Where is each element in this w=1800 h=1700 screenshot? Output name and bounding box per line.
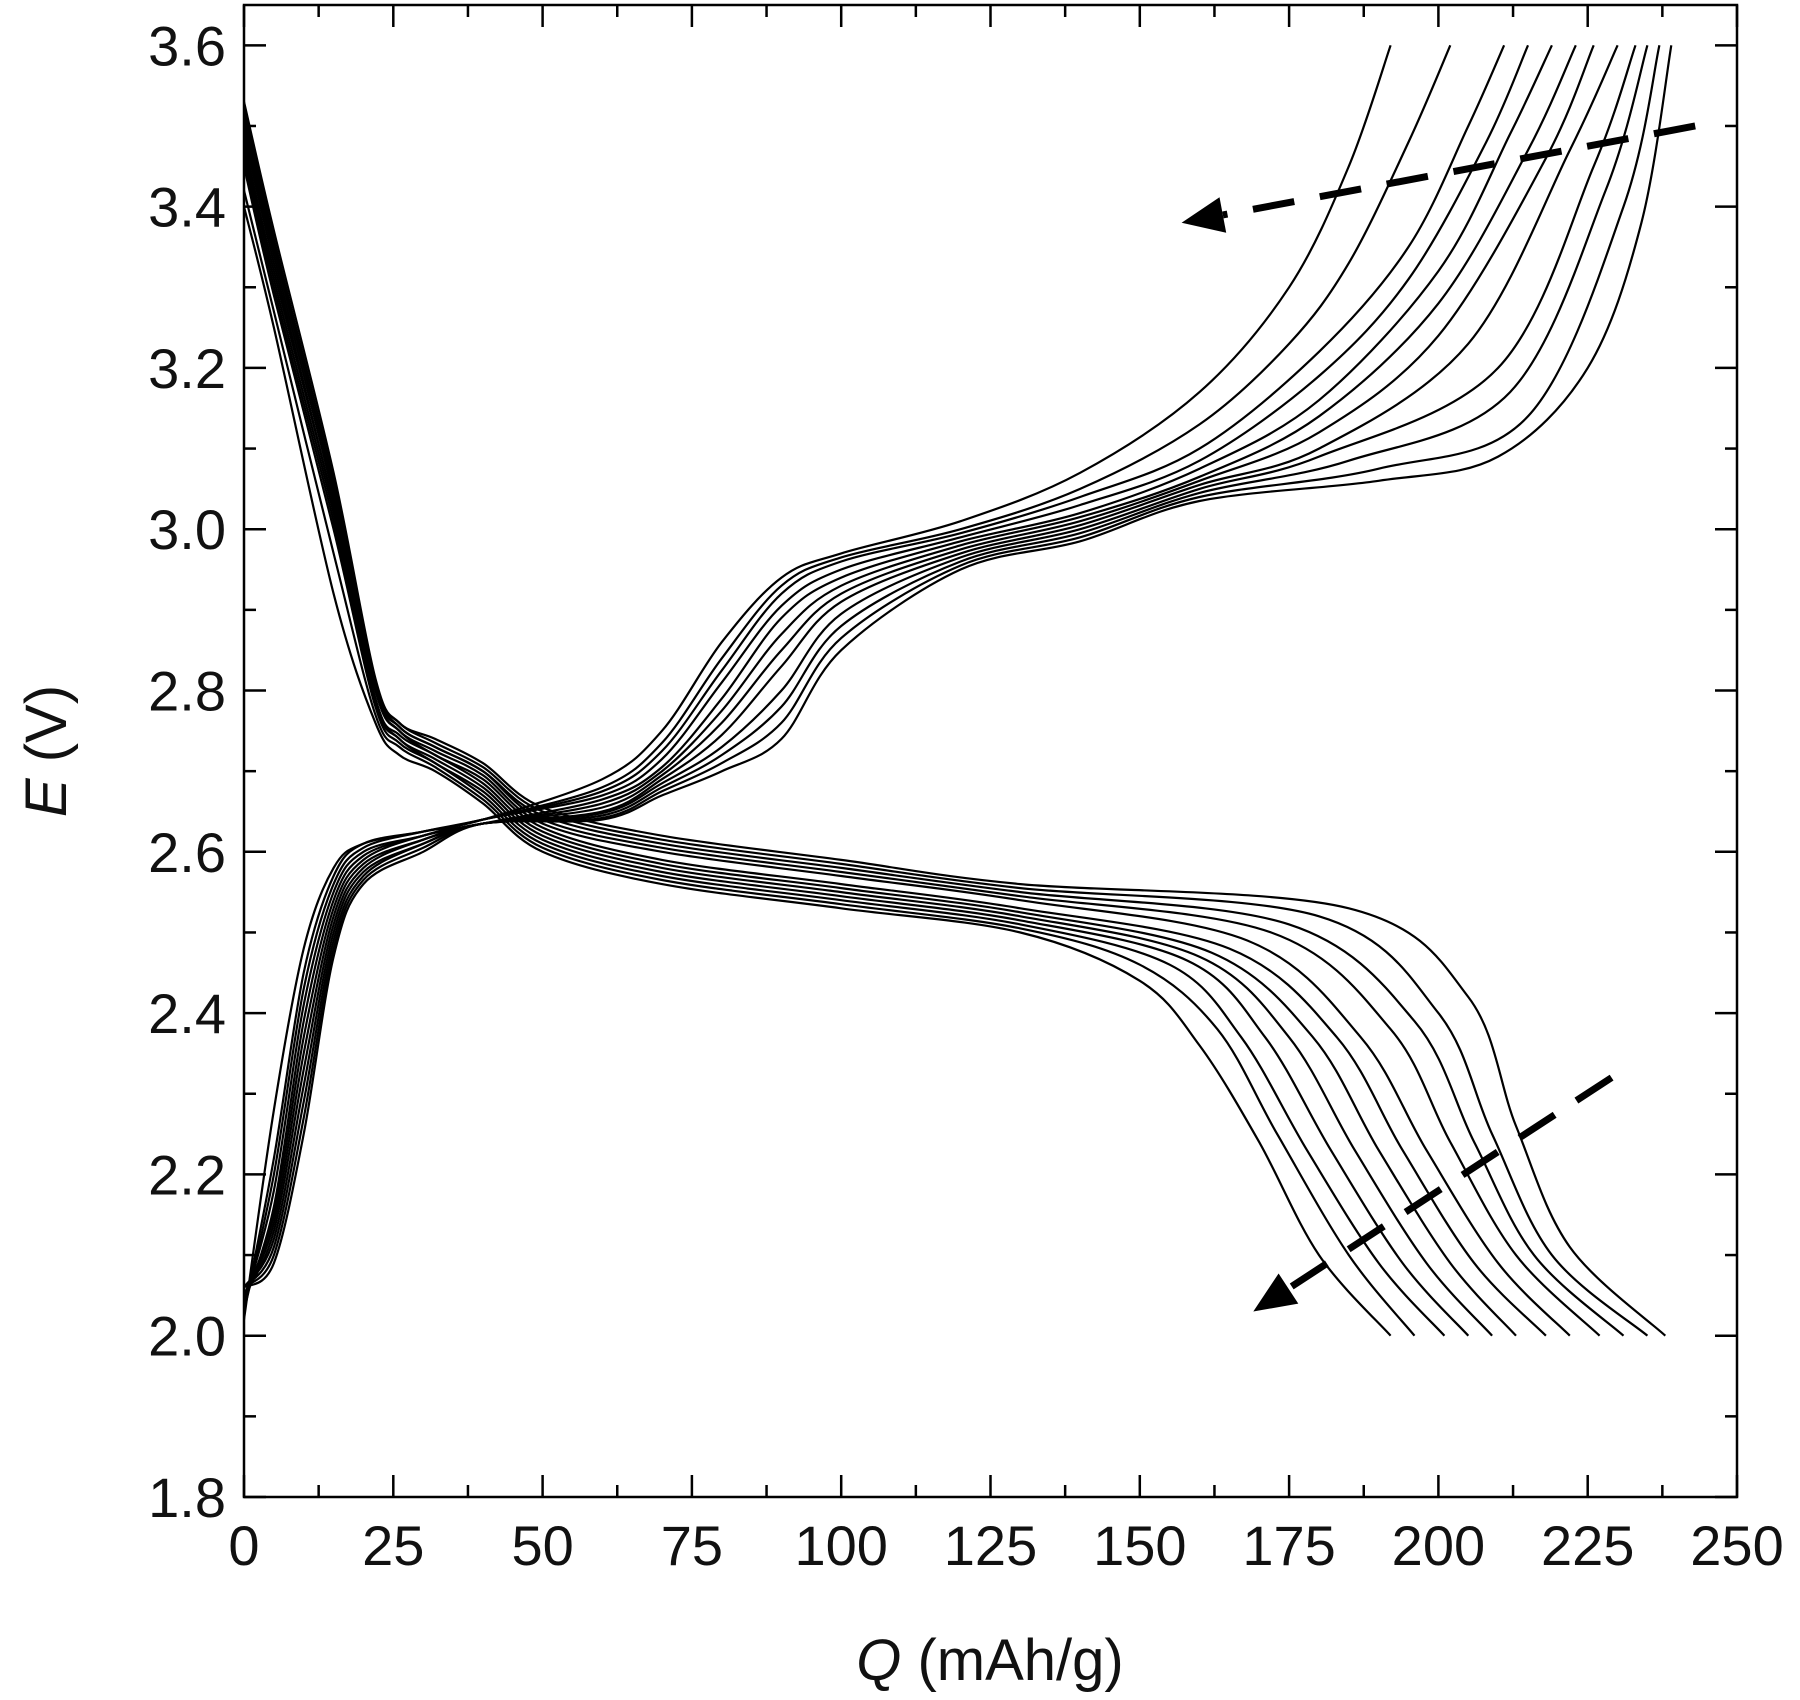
x-tick-labels: 0 25 50 75 100 125 150 175 200 225 250	[228, 1514, 1783, 1577]
x-tick-label: 175	[1242, 1514, 1335, 1577]
y-tick-label: 3.0	[148, 498, 226, 561]
plot-frame	[242, 3, 1739, 1499]
y-tick-label: 2.2	[148, 1143, 226, 1206]
x-tick-label: 250	[1690, 1514, 1783, 1577]
discharge-curve-24	[244, 101, 1667, 1337]
charge-curve-7	[244, 44, 1595, 1296]
y-axis-label: E (V)	[14, 685, 79, 817]
x-tick-label: 0	[228, 1514, 259, 1577]
discharge-curve-23	[244, 109, 1649, 1337]
discharge-curve-14	[244, 190, 1416, 1337]
x-tick-label: 200	[1392, 1514, 1485, 1577]
x-tick-label: 100	[794, 1514, 887, 1577]
charge-curve-2	[244, 44, 1452, 1312]
y-axis-unit: (V)	[14, 685, 79, 778]
y-tick-label: 3.2	[148, 337, 226, 400]
y-tick-label: 3.4	[148, 176, 226, 239]
x-tick-label: 150	[1093, 1514, 1186, 1577]
x-tick-label: 125	[944, 1514, 1037, 1577]
x-tick-label: 225	[1541, 1514, 1634, 1577]
discharge-curve-13	[244, 206, 1392, 1337]
x-tick-label: 75	[661, 1514, 723, 1577]
discharge-curve-17	[244, 149, 1493, 1337]
charge-curve-4	[244, 44, 1530, 1304]
axis-ticks	[242, 5, 1739, 1499]
y-tick-label: 1.8	[148, 1466, 226, 1529]
charge-curve-6	[244, 44, 1577, 1296]
charge-curve-8	[244, 44, 1619, 1296]
charge-curve-12	[244, 45, 1673, 1289]
y-tick-labels: 1.8 2.0 2.2 2.4 2.6 2.8 3.0 3.2 3.4 3.6	[148, 14, 226, 1529]
trend-arrow-head-1	[1181, 197, 1227, 233]
y-tick-label: 2.4	[148, 982, 226, 1045]
y-tick-label: 2.8	[148, 660, 226, 723]
trend-arrow-shaft-1	[1222, 122, 1696, 219]
charge-curve-1	[244, 44, 1392, 1320]
charge-curve-11	[244, 45, 1661, 1289]
x-axis-variable: Q	[856, 1628, 901, 1693]
y-tick-label: 2.0	[148, 1305, 226, 1368]
charge-curve-9	[244, 44, 1637, 1288]
charge-curve-10	[244, 44, 1649, 1289]
discharge-curve-20	[244, 125, 1571, 1337]
trend-arrow-head-2	[1253, 1273, 1299, 1312]
discharge-curve-22	[244, 117, 1625, 1337]
curve-group	[244, 44, 1673, 1337]
discharge-curve-16	[244, 157, 1470, 1337]
y-axis-variable: E	[14, 777, 79, 817]
trend-arrows	[1181, 122, 1696, 1312]
x-tick-label: 25	[362, 1514, 424, 1577]
discharge-curve-19	[244, 133, 1547, 1337]
x-axis-unit: (mAh/g)	[901, 1628, 1123, 1693]
x-axis-label: Q (mAh/g)	[856, 1628, 1124, 1693]
trend-arrow-shaft-2	[1286, 1074, 1614, 1292]
discharge-curve-21	[244, 125, 1601, 1337]
charge-curve-5	[244, 44, 1553, 1304]
y-tick-label: 2.6	[148, 821, 226, 884]
x-tick-label: 50	[511, 1514, 573, 1577]
y-tick-label: 3.6	[148, 14, 226, 77]
discharge-curve-15	[244, 166, 1446, 1337]
charge-curve-3	[244, 44, 1506, 1312]
